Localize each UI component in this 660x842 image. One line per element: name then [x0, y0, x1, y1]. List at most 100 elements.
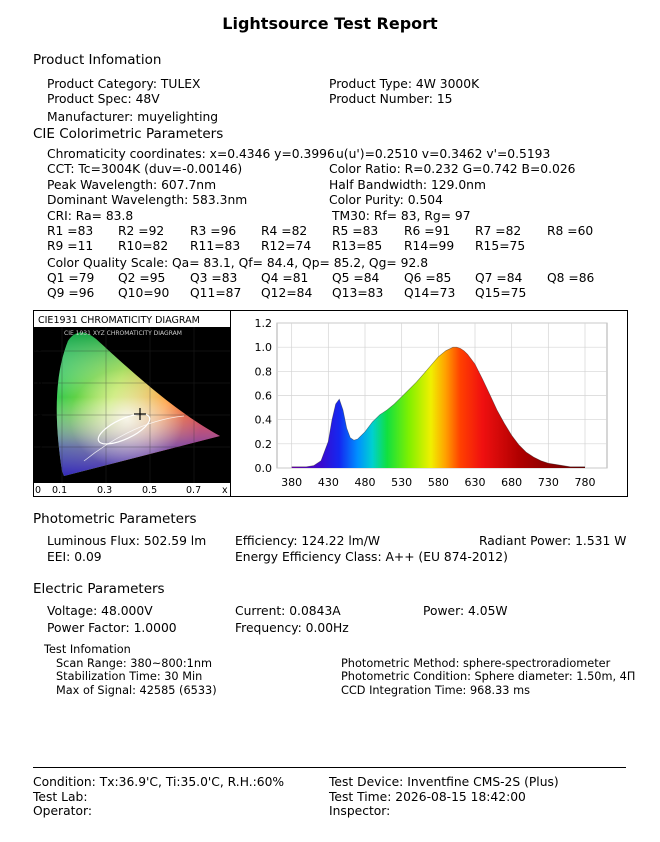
r-value: R11=83 — [190, 239, 241, 253]
product-spec: Product Spec: 48V — [47, 92, 160, 106]
color-purity: Color Purity: 0.504 — [329, 193, 443, 207]
spectrum-y-tick-label: 0.0 — [255, 462, 273, 475]
spectrum-x-tick-label: 430 — [318, 476, 339, 489]
r-value: R2 =92 — [118, 224, 165, 238]
cie-xtick-0: 0 — [35, 485, 41, 495]
spectrum-line — [291, 346, 585, 468]
r-value: R15=75 — [475, 239, 526, 253]
photometric-heading: Photometric Parameters — [33, 511, 197, 527]
chart-frame — [33, 310, 628, 497]
spectrum-x-tick-label: 380 — [281, 476, 302, 489]
chromaticity-coordinates: Chromaticity coordinates: x=0.4346 y=0.3… — [47, 147, 335, 161]
test-time: Test Time: 2026-08-15 18:42:00 — [329, 790, 526, 804]
stabilization-time: Stabilization Time: 30 Min — [56, 670, 203, 683]
efficiency: Efficiency: 124.22 lm/W — [235, 534, 381, 548]
cie-chromaticity-diagram: CIE 1931 XYZ CHROMATICITY DIAGRAM CIE193… — [34, 311, 230, 495]
product-type: Product Type: 4W 3000K — [329, 77, 480, 91]
test-info-heading: Test Infomation — [44, 643, 131, 656]
spectrum-x-tick-label: 780 — [575, 476, 596, 489]
tm30: TM30: Rf= 83, Rg= 97 — [332, 209, 471, 223]
spectrum-y-ticks: 0.0 0.2 0.4 0.6 0.8 1.0 1.2 — [255, 317, 273, 475]
q-value: Q10=90 — [118, 286, 170, 300]
r-value: R10=82 — [118, 239, 169, 253]
current: Current: 0.0843A — [235, 604, 341, 618]
cie-ytick-08: .8 — [34, 344, 43, 354]
q-value: Q15=75 — [475, 286, 527, 300]
cie-xtick-07: 0.7 — [186, 485, 201, 495]
cie-heading: CIE Colorimetric Parameters — [33, 126, 224, 142]
q-value: Q3 =83 — [190, 271, 238, 285]
scan-range: Scan Range: 380~800:1nm — [56, 657, 213, 670]
uv-coordinates: u(u')=0.2510 v=0.3462 v'=0.5193 — [336, 147, 551, 161]
chart-divider — [230, 310, 231, 496]
spectrum-y-tick-label: 1.2 — [255, 317, 273, 330]
product-category: Product Category: TULEX — [47, 77, 201, 91]
cie-title-band — [34, 311, 230, 327]
power: Power: 4.05W — [423, 604, 508, 618]
spectrum-x-ticks: 380 430 480 530 580 630 680 730 780 — [281, 476, 595, 489]
q-value: Q13=83 — [332, 286, 384, 300]
frequency: Frequency: 0.00Hz — [235, 621, 349, 635]
chromaticity-point-marker — [134, 408, 146, 420]
spectrum-area — [291, 347, 585, 468]
cie-inner-caption: CIE 1931 XYZ CHROMATICITY DIAGRAM — [64, 330, 182, 337]
spectrum-y-tick-label: 0.2 — [255, 438, 273, 451]
peak-wavelength: Peak Wavelength: 607.7nm — [47, 178, 217, 192]
planckian-locus — [83, 415, 185, 462]
r-value: R6 =91 — [404, 224, 451, 238]
color-quality-scale: Color Quality Scale: Qa= 83.1, Qf= 84.4,… — [47, 256, 429, 270]
cct: CCT: Tc=3004K (duv=-0.00146) — [47, 162, 243, 176]
q-value: Q4 =81 — [261, 271, 309, 285]
cie-diagram-title: CIE1931 CHROMATICITY DIAGRAM — [38, 315, 200, 326]
planckian-ellipse — [97, 413, 151, 445]
cie-ytick-02: .2 — [34, 444, 43, 454]
test-lab: Test Lab: — [33, 790, 88, 804]
q-value: Q9 =96 — [47, 286, 95, 300]
cie-ytick-04: .4 — [34, 410, 43, 420]
q-value: Q11=87 — [190, 286, 242, 300]
q-value: Q8 =86 — [547, 271, 595, 285]
photometric-condition: Photometric Condition: Sphere diameter: … — [341, 670, 636, 683]
luminous-flux: Luminous Flux: 502.59 lm — [47, 534, 207, 548]
test-condition: Condition: Tx:36.9'C, Ti:35.0'C, R.H.:60… — [33, 775, 285, 789]
cie-grid — [34, 311, 230, 495]
product-number: Product Number: 15 — [329, 92, 453, 106]
spectrum-x-tick-label: 480 — [355, 476, 376, 489]
r-value: R1 =83 — [47, 224, 94, 238]
r-value: R13=85 — [332, 239, 383, 253]
r-value: R3 =96 — [190, 224, 237, 238]
operator: Operator: — [33, 804, 92, 818]
photometric-method: Photometric Method: sphere-spectroradiom… — [341, 657, 611, 670]
spectrum-x-tick-label: 580 — [428, 476, 449, 489]
report-title: Lightsource Test Report — [222, 14, 438, 33]
electric-heading: Electric Parameters — [33, 581, 165, 597]
q-value: Q14=73 — [404, 286, 456, 300]
q-value: Q6 =85 — [404, 271, 452, 285]
inspector: Inspector: — [329, 804, 391, 818]
r-value: R4 =82 — [261, 224, 308, 238]
power-factor: Power Factor: 1.0000 — [47, 621, 177, 635]
cie-xtick-x: x — [222, 485, 228, 495]
cie-xtick-01: 0.1 — [52, 485, 67, 495]
spectrum-y-tick-label: 0.8 — [255, 365, 273, 378]
radiant-power: Radiant Power: 1.531 W — [479, 534, 627, 548]
cie-ytick-06: .6 — [34, 379, 43, 389]
eei: EEI: 0.09 — [47, 550, 102, 564]
q-value: Q2 =95 — [118, 271, 166, 285]
color-ratio: Color Ratio: R=0.232 G=0.742 B=0.026 — [329, 162, 576, 176]
r-value: R7 =82 — [475, 224, 522, 238]
cie-white-region — [56, 332, 221, 476]
cie-xtick-05: 0.5 — [142, 485, 157, 495]
cie-xtick-03: 0.3 — [97, 485, 112, 495]
spectrum-x-tick-label: 730 — [538, 476, 559, 489]
r-value: R8 =60 — [547, 224, 594, 238]
q-value: Q12=84 — [261, 286, 313, 300]
ccd-integration-time: CCD Integration Time: 968.33 ms — [341, 684, 530, 697]
voltage: Voltage: 48.000V — [47, 604, 153, 618]
max-signal: Max of Signal: 42585 (6533) — [56, 684, 217, 697]
spectrum-x-tick-label: 630 — [465, 476, 486, 489]
spectrum-y-tick-label: 0.6 — [255, 390, 273, 403]
cie-axis-band — [34, 483, 230, 495]
cri: CRI: Ra= 83.8 — [47, 209, 134, 223]
spectrum-chart: 0.0 0.2 0.4 0.6 0.8 1.0 1.2 380 430 480 530 580 630… — [255, 317, 608, 489]
